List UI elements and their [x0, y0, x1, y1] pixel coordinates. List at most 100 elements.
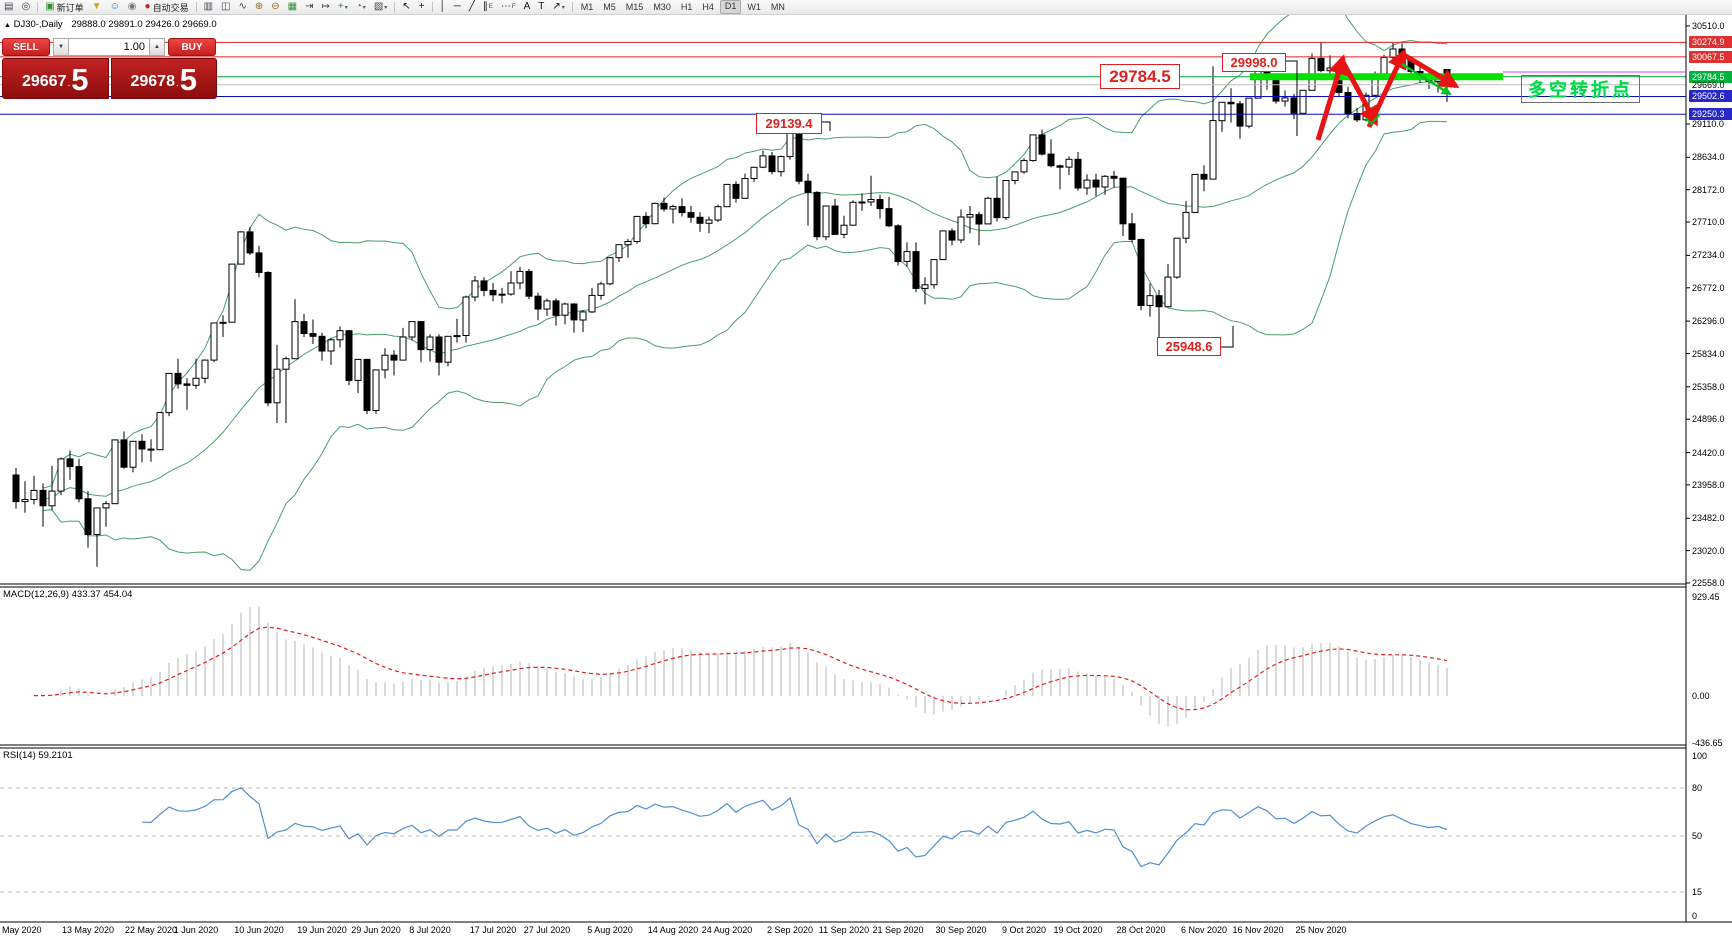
price-level-badge: 30274.9 — [1689, 36, 1732, 48]
date-label: 1 Jun 2020 — [173, 925, 219, 935]
auto-scroll-icon[interactable]: ↦ — [319, 1, 333, 13]
candle-body — [984, 197, 992, 225]
candle-body — [1218, 101, 1226, 122]
zigzag-arrow[interactable] — [1315, 54, 1348, 141]
chart-region[interactable]: ▲ DJ30-,Daily 29888.0 29891.0 29426.0 29… — [0, 14, 1732, 941]
candle-body — [1164, 276, 1172, 308]
new-order-button[interactable]: ▣ 新订单 — [42, 1, 86, 13]
price-tick-label: 23482.0 — [1692, 513, 1725, 523]
zigzag-arrow[interactable] — [1402, 52, 1460, 89]
candle-body — [336, 330, 344, 341]
rsi-tick-label: 50 — [1692, 831, 1703, 841]
price-level-badge: 29784.5 — [1689, 71, 1732, 83]
candle-body — [687, 212, 695, 218]
shift-end-icon[interactable]: ⇥ — [302, 1, 316, 13]
macd-tick-label: -436.65 — [1692, 738, 1723, 748]
chart-canvas[interactable] — [0, 14, 1732, 941]
candle-body — [354, 358, 362, 381]
rsi-panel[interactable] — [0, 787, 1686, 893]
channel-icon[interactable]: ∥ E — [480, 1, 496, 13]
profile-search-icon[interactable]: ◎ — [18, 1, 33, 13]
date-label: 30 Sep 2020 — [935, 925, 987, 935]
timeframe-mn-button[interactable]: MN — [770, 2, 785, 12]
green-projection-arrow[interactable] — [1401, 62, 1452, 96]
candle-body — [957, 216, 965, 241]
channel-icon: ∥ — [482, 1, 488, 12]
vline-icon[interactable]: │ — [437, 1, 449, 13]
candle-body — [1092, 179, 1100, 188]
candle-body — [84, 498, 92, 535]
candle-body — [912, 251, 920, 289]
autotrading-button[interactable]: ● 自动交易 — [142, 1, 192, 13]
candle-body — [381, 354, 389, 371]
price-tick-label: 25834.0 — [1692, 349, 1725, 359]
price-tick-label: 24420.0 — [1692, 448, 1725, 458]
bar-chart-icon[interactable]: ▥ — [201, 1, 216, 13]
buy-price-display[interactable]: 29678 . 5 — [110, 58, 217, 99]
crosshair-icon[interactable]: + — [416, 1, 428, 13]
macd-signal-line — [34, 626, 1448, 711]
rsi-indicator-label: RSI(14) 59.2101 — [3, 750, 73, 761]
sell-button[interactable]: SELL — [2, 38, 50, 56]
timeframe-m30-button[interactable]: M30 — [653, 2, 671, 12]
zoom-in-icon: ⊕ — [254, 1, 264, 12]
trendline-icon[interactable]: ╱ — [466, 1, 478, 13]
label-icon[interactable]: T — [535, 1, 547, 13]
candle-body — [345, 330, 353, 381]
timeframe-d1-button[interactable]: D1 — [719, 0, 742, 14]
zoom-in-icon[interactable]: ⊕ — [252, 1, 266, 13]
price-tick-label: 23958.0 — [1692, 480, 1725, 490]
candle-body — [39, 489, 47, 507]
support-zone-bar[interactable] — [1250, 73, 1503, 81]
zigzag-arrow[interactable] — [1366, 48, 1407, 129]
volume-decrease-button[interactable]: ▼ — [53, 38, 69, 56]
candle-body — [291, 321, 299, 360]
timeframe-w1-button[interactable]: W1 — [747, 2, 761, 12]
autotrading-button: ● — [144, 1, 151, 12]
candle-chart-icon[interactable]: ◫ — [218, 1, 233, 13]
turning-point-note[interactable]: 多空转折点 — [1521, 75, 1640, 103]
date-label: 25 Nov 2020 — [1295, 925, 1347, 935]
indicators-icon[interactable]: + ▾ — [335, 1, 351, 13]
macd-panel[interactable] — [16, 606, 1448, 727]
candle-body — [660, 202, 668, 210]
open-chart-icon[interactable]: ▤ — [1, 1, 16, 13]
volume-increase-button[interactable]: ▲ — [149, 38, 165, 56]
buy-button[interactable]: BUY — [168, 38, 216, 56]
date-label: 2 Sep 2020 — [766, 925, 814, 935]
date-label: 19 Oct 2020 — [1053, 925, 1103, 935]
price-annotation-label[interactable]: 29998.0 — [1222, 53, 1286, 72]
fibonacci-icon[interactable]: ⋯ F — [498, 1, 519, 13]
sell-price-display[interactable]: 29667 . 5 — [2, 58, 109, 99]
volume-input[interactable] — [69, 38, 149, 56]
date-label: 29 Jun 2020 — [351, 925, 401, 935]
candle-body — [525, 270, 533, 297]
candle-body — [93, 507, 101, 535]
timeframe-m15-button[interactable]: M15 — [625, 2, 644, 12]
zoom-out-icon[interactable]: ⊖ — [268, 1, 282, 13]
hline-icon[interactable]: ─ — [451, 1, 464, 13]
main-panel[interactable] — [0, 14, 1686, 571]
community-icon[interactable]: ☺ — [107, 1, 123, 13]
timeframe-h4-button[interactable]: H4 — [702, 2, 714, 12]
timeframe-m5-button[interactable]: M5 — [603, 2, 616, 12]
price-annotation-label[interactable]: 29784.5 — [1100, 64, 1180, 89]
price-annotation-label[interactable]: 29139.4 — [756, 113, 822, 134]
line-chart-icon[interactable]: ∿ — [235, 1, 249, 13]
shapes-icon[interactable]: ↗ ▾ — [549, 1, 567, 13]
zigzag-arrow[interactable] — [1340, 60, 1379, 127]
tile-windows-icon[interactable]: ▦ — [285, 1, 300, 13]
periods-icon[interactable]: ◔ ▾ — [353, 1, 369, 13]
cursor-icon[interactable]: ↖ — [399, 1, 413, 13]
templates-icon[interactable]: ▧ ▾ — [371, 1, 390, 13]
candle-body — [1020, 160, 1028, 173]
timeframe-m1-button[interactable]: M1 — [580, 2, 594, 12]
macd-tick-label: 929.45 — [1692, 592, 1720, 602]
signals-icon[interactable]: ◉ — [125, 1, 140, 13]
candle-body — [1380, 56, 1388, 76]
text-icon[interactable]: A — [521, 1, 534, 13]
price-annotation-label[interactable]: 25948.6 — [1157, 337, 1221, 356]
funnel-icon[interactable]: ▼ — [89, 1, 105, 13]
candle-body — [66, 458, 74, 468]
timeframe-h1-button[interactable]: H1 — [680, 2, 693, 12]
